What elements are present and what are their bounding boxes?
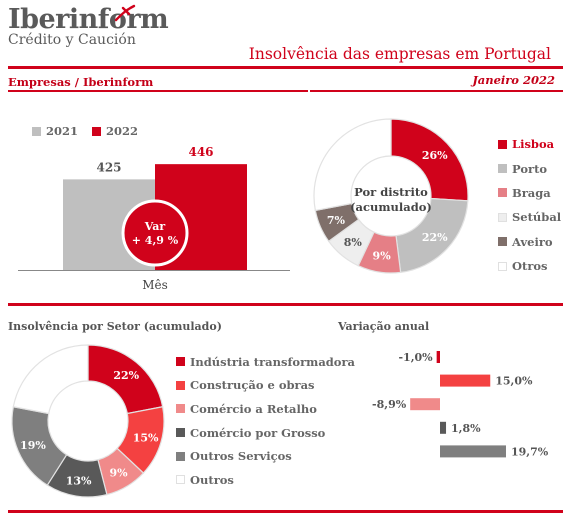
legend-swatch — [498, 139, 507, 149]
legend-label: 2022 — [106, 124, 139, 138]
variation-bar-industria-transformadora — [436, 351, 440, 363]
donut-slice-outros — [12, 344, 89, 415]
legend-swatch — [176, 404, 185, 414]
legend-item-lisboa: Lisboa — [498, 132, 561, 156]
legend-swatch — [498, 237, 507, 247]
legend-label: Porto — [512, 161, 548, 176]
district-legend: Lisboa Porto Braga Setúbal Aveiro Otros — [498, 132, 561, 278]
donut-value-label: 22% — [422, 231, 448, 244]
variation-title: Variação anual — [338, 320, 430, 333]
legend-label: Construção e obras — [190, 378, 315, 393]
donut-center-label: (acumulado) — [350, 200, 432, 214]
legend-item-2021: 2021 — [32, 124, 78, 138]
donut-value-label: 22% — [113, 369, 139, 382]
variation-value-label: 19,7% — [511, 445, 549, 458]
variation-bar-outros-servicos — [440, 445, 506, 458]
period-rule — [310, 90, 563, 92]
donut-value-label: 9% — [109, 467, 128, 480]
legend-swatch — [176, 357, 185, 367]
legend-item-braga: Braga — [498, 181, 561, 205]
sector-title: Insolvência por Setor (acumulado) — [8, 320, 222, 333]
legend-swatch — [498, 164, 507, 174]
sector-legend: Indústria transformadora Construção e obr… — [176, 350, 355, 492]
legend-item-aveiro: Aveiro — [498, 230, 561, 254]
legend-label: Braga — [512, 185, 551, 200]
legend-item-outros-servicos: Outros Serviços — [176, 444, 355, 468]
brand-name: Iberinform — [8, 4, 169, 35]
legend-label: Outros — [190, 472, 234, 487]
variation-bubble-label: Var — [144, 220, 166, 233]
legend-item-industria-transformadora: Indústria transformadora — [176, 350, 355, 374]
donut-value-label: 8% — [344, 236, 363, 249]
legend-swatch — [176, 451, 185, 461]
legend-label: Setúbal — [512, 210, 562, 225]
donut-value-label: 26% — [422, 149, 448, 162]
variation-value-label: 15,0% — [495, 375, 533, 388]
legend-label: Comércio a Retalho — [190, 401, 317, 416]
subject-label: Empresas / Iberinform — [8, 75, 154, 89]
legend-swatch — [176, 475, 185, 485]
legend-item-otros: Otros — [498, 254, 561, 278]
section-rule — [8, 303, 563, 306]
donut-slice-otros — [313, 118, 392, 212]
legend-swatch — [32, 126, 41, 136]
legend-label: Lisboa — [512, 137, 555, 152]
donut-value-label: 15% — [133, 432, 159, 445]
legend-swatch — [176, 428, 185, 438]
bar-legend: 2021 2022 — [32, 124, 138, 138]
legend-item-comercio-a-retalho: Comércio a Retalho — [176, 397, 355, 421]
legend-item-outros: Outros — [176, 468, 355, 492]
variation-bar-construcao-e-obras — [440, 374, 491, 387]
legend-label: Indústria transformadora — [190, 354, 355, 369]
donut-value-label: 19% — [20, 439, 46, 452]
monthly-bar-chart: 425 446 Mês Var+ 4,9 % — [18, 145, 290, 292]
logo-swoosh-icon — [114, 4, 136, 22]
sector-donut-chart: 22% 15% 9% 13% 19% — [11, 344, 165, 498]
legend-label: Otros — [512, 259, 548, 274]
legend-label: Outros Serviços — [190, 449, 292, 464]
variation-bar-comercio-a-retalho — [410, 398, 440, 411]
report-title: Insolvência das empresas em Portugal — [248, 45, 551, 63]
bar-category-label: Mês — [142, 278, 168, 292]
donut-value-label: 7% — [327, 214, 346, 227]
bar-value-label: 446 — [188, 145, 213, 159]
legend-item-2022: 2022 — [92, 124, 138, 138]
bar-value-label: 425 — [96, 160, 121, 174]
variation-bar-comercio-por-grosso — [440, 421, 447, 434]
title-rule — [8, 66, 563, 69]
legend-item-porto: Porto — [498, 156, 561, 180]
legend-label: 2021 — [46, 124, 79, 138]
legend-swatch — [498, 261, 507, 271]
footer-rule — [8, 510, 563, 513]
brand-tagline: Crédito y Caución — [8, 32, 136, 48]
legend-swatch — [498, 212, 507, 222]
donut-center-label: Por distrito — [354, 185, 428, 199]
subject-rule — [8, 90, 308, 92]
donut-slice-lisboa — [390, 118, 469, 202]
legend-item-construcao-e-obras: Construção e obras — [176, 374, 355, 398]
legend-swatch — [498, 188, 507, 198]
legend-item-comercio-por-grosso: Comércio por Grosso — [176, 421, 355, 445]
legend-swatch — [92, 126, 102, 136]
legend-label: Comércio por Grosso — [190, 425, 326, 440]
legend-item-setubal: Setúbal — [498, 205, 561, 229]
variation-bubble-value: + 4,9 % — [132, 234, 179, 247]
district-donut-chart: 26% 22% 9% 8% 7% Por distrito(acumulado) — [313, 118, 469, 274]
legend-swatch — [176, 380, 185, 390]
period-label: Janeiro 2022 — [472, 73, 555, 87]
variation-bubble — [121, 199, 189, 267]
variation-value-label: -1,0% — [398, 351, 433, 364]
annual-variation-chart: -1,0% 15,0% -8,9% 1,8% 19,7% — [372, 351, 549, 458]
donut-value-label: 13% — [66, 474, 92, 487]
variation-value-label: 1,8% — [451, 422, 481, 435]
legend-label: Aveiro — [512, 234, 553, 249]
variation-value-label: -8,9% — [372, 398, 407, 411]
donut-value-label: 9% — [373, 249, 392, 262]
